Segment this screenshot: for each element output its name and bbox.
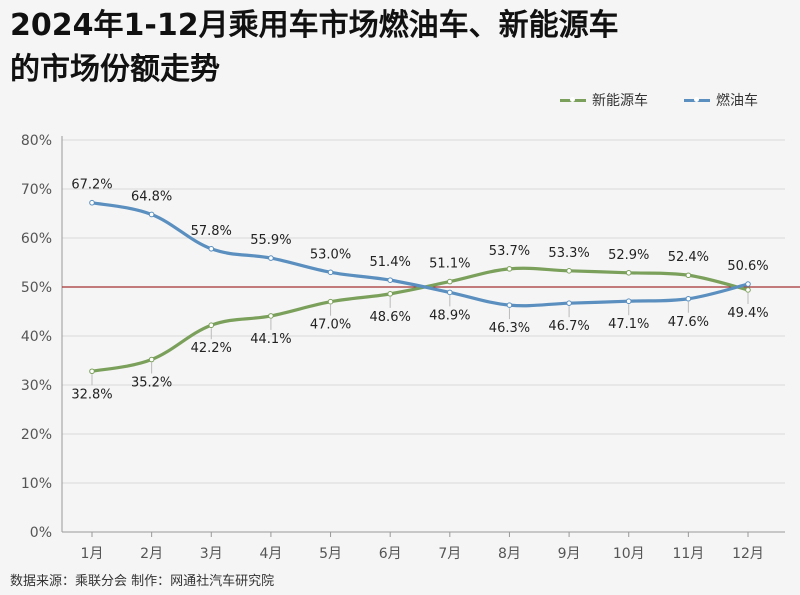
data-point-fuel (89, 199, 95, 206)
x-tick-label: 1月 (81, 546, 104, 562)
data-point-fuel (148, 211, 155, 218)
data-label-nev: 52.4% (668, 250, 709, 265)
x-tick-label: 6月 (379, 546, 402, 562)
data-label-nev: 44.1% (250, 332, 291, 347)
data-label-fuel: 50.6% (727, 259, 768, 274)
legend-label-fuel: 燃油车 (716, 93, 758, 109)
legend-item-fuel: 燃油车 (684, 90, 758, 110)
y-tick-label: 70% (21, 182, 52, 198)
data-point-nev (566, 268, 572, 274)
data-label-nev: 53.3% (548, 246, 589, 261)
x-tick-label: 8月 (498, 546, 521, 562)
data-point-nev (506, 266, 513, 272)
x-tick-label: 11月 (672, 546, 704, 562)
data-label-fuel: 53.0% (310, 247, 351, 262)
data-label-nev: 35.2% (131, 376, 172, 391)
chart-title: 2024年1-12月乘用车市场燃油车、新能源车 的市场份额走势 (10, 4, 790, 92)
data-point-nev (745, 287, 751, 293)
data-point-nev (625, 269, 632, 276)
x-tick-label: 12月 (732, 546, 764, 562)
chart-title-line1: 2024年1-12月乘用车市场燃油车、新能源车 (10, 8, 619, 43)
x-tick-label: 9月 (558, 546, 581, 562)
data-label-fuel: 47.1% (608, 317, 649, 332)
data-label-nev: 48.6% (370, 310, 411, 325)
data-point-fuel (625, 298, 632, 305)
data-label-fuel: 57.8% (191, 224, 232, 239)
data-label-nev: 49.4% (727, 306, 768, 321)
y-tick-label: 80% (21, 133, 52, 149)
data-point-nev (268, 313, 274, 319)
data-point-nev (387, 291, 393, 297)
data-point-nev (685, 272, 692, 279)
series-line-nev (90, 266, 750, 373)
data-point-fuel (208, 245, 215, 252)
y-tick-label: 10% (21, 476, 52, 492)
data-label-fuel: 51.4% (370, 255, 411, 270)
x-tick-label: 3月 (200, 546, 223, 562)
data-point-fuel (685, 295, 692, 302)
y-tick-label: 0% (30, 525, 52, 541)
data-point-nev (89, 368, 95, 375)
data-point-fuel (387, 277, 393, 283)
data-point-fuel (268, 255, 274, 261)
data-point-nev (208, 322, 215, 329)
data-point-fuel (506, 302, 513, 308)
data-label-nev: 42.2% (191, 341, 232, 356)
data-label-nev: 32.8% (71, 387, 112, 402)
data-label-fuel: 46.7% (548, 319, 589, 334)
series-line-fuel (90, 201, 750, 308)
x-tick-label: 7月 (438, 546, 461, 562)
legend-item-nev: 新能源车 (560, 90, 648, 110)
data-point-nev (148, 356, 155, 363)
y-tick-label: 60% (21, 231, 52, 247)
data-label-nev: 47.0% (310, 318, 351, 333)
x-tick-label: 10月 (613, 546, 645, 562)
legend-swatch-fuel (684, 97, 710, 102)
x-tick-label: 5月 (319, 546, 342, 562)
data-label-fuel: 48.9% (429, 308, 470, 323)
y-tick-label: 50% (21, 280, 52, 296)
data-point-fuel (327, 269, 334, 276)
chart-title-line2: 的市场份额走势 (10, 52, 220, 87)
data-point-nev (447, 278, 453, 285)
data-label-nev: 51.1% (429, 257, 470, 272)
data-label-fuel: 46.3% (489, 321, 530, 336)
data-label-fuel: 55.9% (250, 233, 291, 248)
x-tick-label: 4月 (259, 546, 282, 562)
data-label-fuel: 47.6% (668, 315, 709, 330)
y-tick-label: 40% (21, 329, 52, 345)
data-label-nev: 52.9% (608, 248, 649, 263)
data-point-fuel (566, 300, 572, 306)
data-point-fuel (745, 281, 751, 287)
data-label-nev: 53.7% (489, 244, 530, 259)
x-tick-label: 2月 (140, 546, 163, 562)
data-label-fuel: 67.2% (71, 178, 112, 193)
data-point-fuel (447, 289, 453, 296)
legend-swatch-nev (560, 97, 586, 102)
y-tick-label: 30% (21, 378, 52, 394)
legend-label-nev: 新能源车 (592, 93, 648, 109)
data-label-fuel: 64.8% (131, 189, 172, 204)
chart-legend: 新能源车 燃油车 (560, 90, 758, 110)
y-tick-label: 20% (21, 427, 52, 443)
data-source-note: 数据来源：乘联分会 制作：网通社汽车研究院 (10, 574, 275, 589)
data-point-nev (327, 298, 334, 305)
